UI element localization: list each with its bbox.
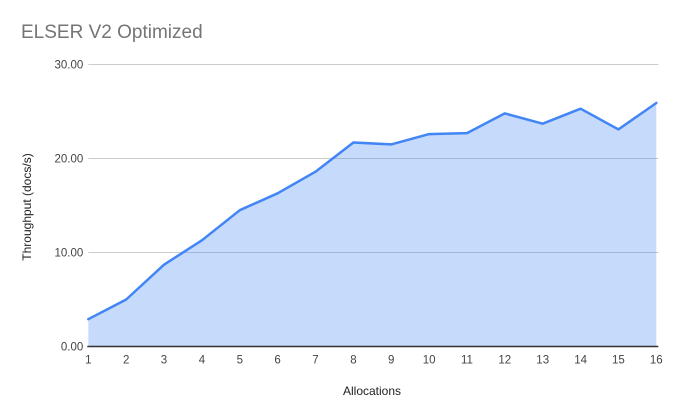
x-tick-label: 2	[123, 355, 129, 367]
x-tick-label: 15	[612, 355, 625, 367]
x-tick-label: 9	[388, 355, 394, 367]
x-tick-label: 1	[85, 355, 91, 367]
x-tick-label: 12	[498, 355, 511, 367]
x-tick-label: 3	[161, 355, 167, 367]
x-tick-label: 13	[536, 355, 549, 367]
x-tick-label: 5	[237, 355, 243, 367]
x-tick-label: 7	[312, 355, 318, 367]
x-tick-label: 16	[650, 355, 663, 367]
x-tick-label: 11	[461, 355, 473, 367]
x-axis-title: Allocations	[342, 384, 402, 398]
y-tick-label: 20.00	[55, 154, 84, 166]
x-tick-label: 10	[423, 355, 436, 367]
x-tick-label: 4	[199, 355, 206, 367]
y-tick-label: 10.00	[55, 248, 84, 260]
x-tick-label: 14	[574, 355, 587, 367]
series-line	[87, 101, 658, 321]
y-tick-label: 30.00	[55, 60, 84, 72]
chart-title: ELSER V2 Optimized	[21, 22, 203, 43]
y-tick-label: 0.00	[61, 342, 83, 354]
x-tick-label: 8	[350, 355, 356, 367]
x-tick-label: 6	[274, 355, 280, 367]
area-fill	[88, 103, 657, 347]
